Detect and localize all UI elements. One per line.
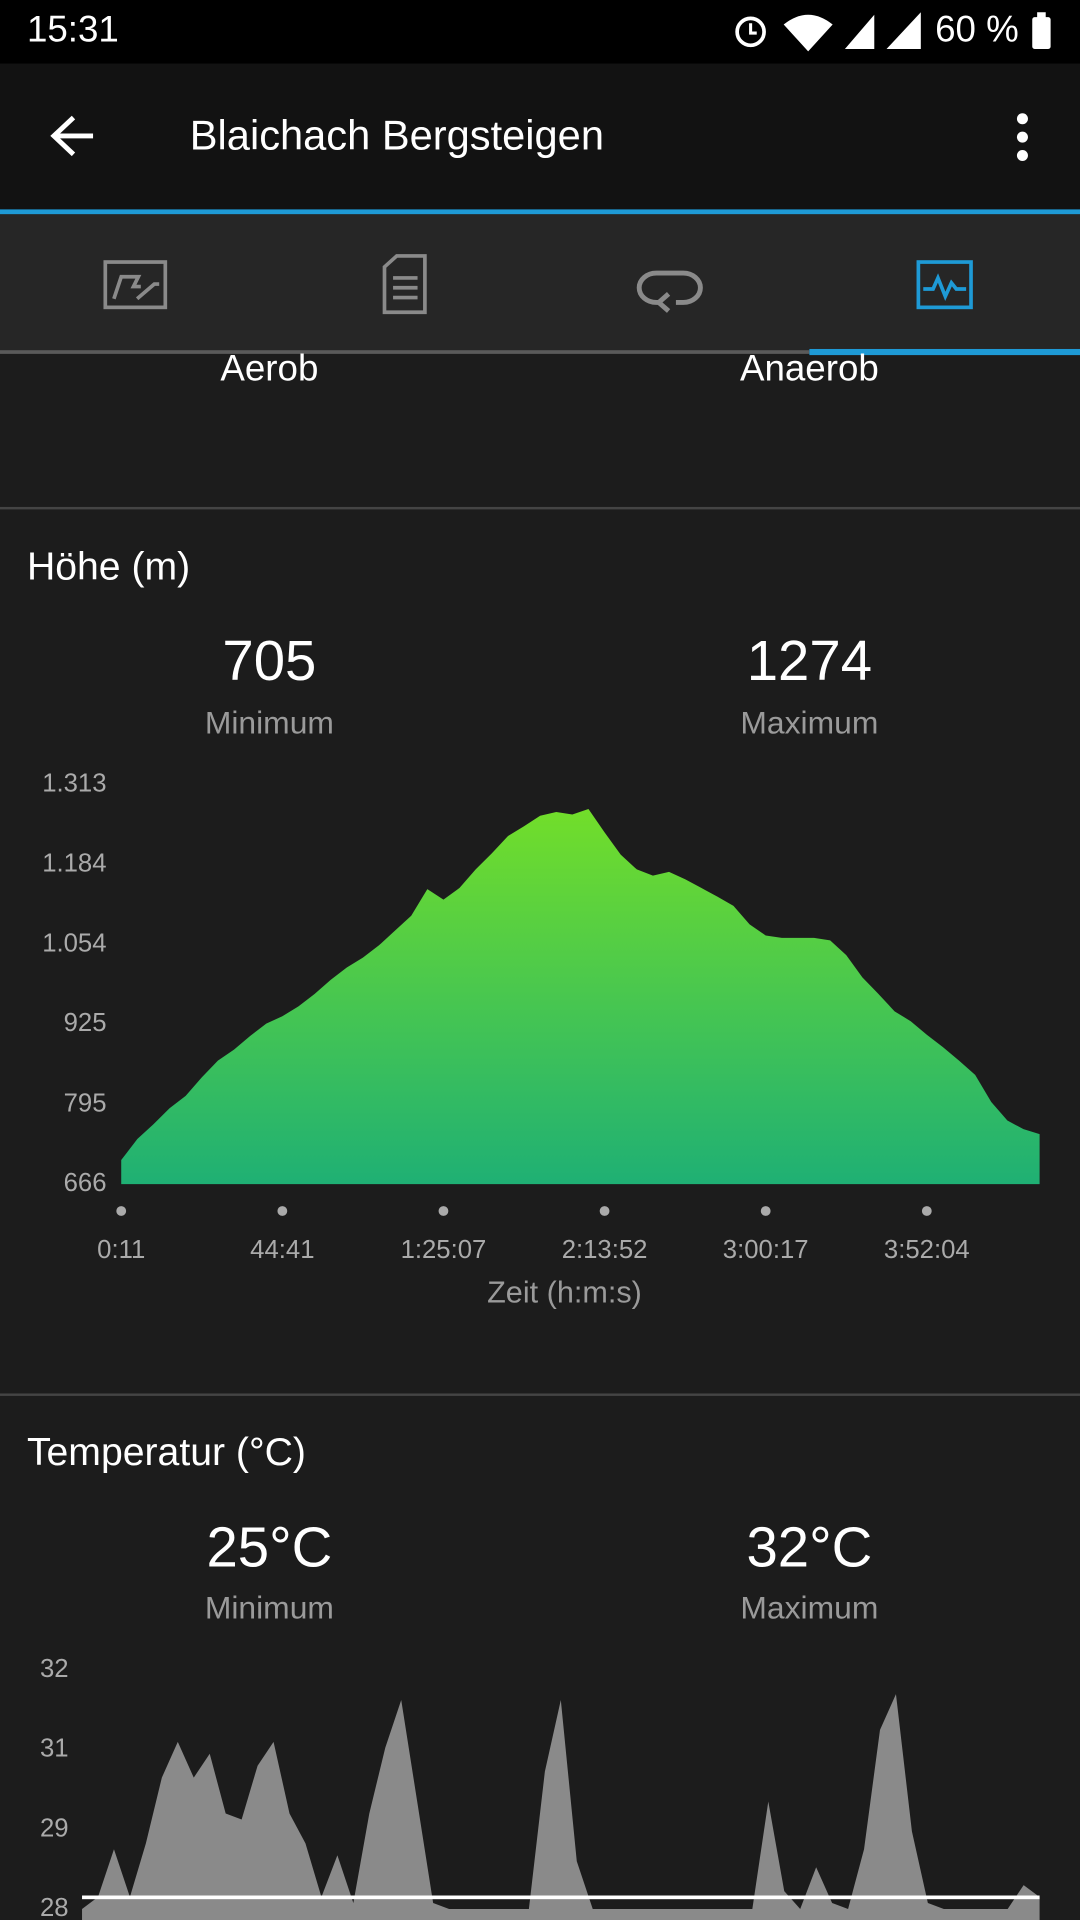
x-tick-dot — [760, 1206, 771, 1216]
y-tick-label: 29 — [40, 1814, 69, 1842]
x-tick-label: 2:13:52 — [562, 1236, 648, 1264]
y-tick-label: 666 — [64, 1169, 107, 1197]
tab-bar — [0, 214, 1080, 352]
x-tick-dot — [438, 1206, 449, 1216]
status-bar — [0, 0, 1080, 64]
y-tick-label: 32 — [40, 1655, 69, 1683]
menu-button[interactable] — [1016, 113, 1028, 162]
divider — [0, 506, 1080, 510]
stat-name: Minimum — [205, 1590, 334, 1626]
y-tick-label: 1.184 — [42, 849, 106, 877]
x-tick-dot — [921, 1206, 932, 1216]
divider — [0, 1393, 1080, 1396]
app-title: Blaichach Bergsteigen — [190, 111, 604, 158]
y-tick-label: 1.054 — [42, 929, 106, 957]
clock: 15:31 — [27, 9, 119, 50]
tab-overview[interactable] — [103, 260, 168, 310]
battery: 60 % — [935, 9, 1019, 50]
tab-charts[interactable] — [916, 260, 973, 310]
section-title: Temperatur (°C) — [27, 1431, 306, 1474]
zone-label: Anaerob — [740, 348, 879, 389]
x-tick-dot — [277, 1206, 288, 1216]
tab-indicator — [809, 348, 1080, 356]
stat-name: Minimum — [205, 704, 334, 740]
app-bar-accent — [0, 209, 1080, 215]
zone-label: Aerob — [220, 348, 318, 389]
tab-details[interactable] — [382, 254, 427, 315]
x-tick-label: 44:41 — [250, 1236, 314, 1264]
area — [82, 1694, 1040, 1920]
stat-name: Maximum — [740, 1590, 878, 1626]
x-tick-label: 3:52:04 — [884, 1236, 970, 1264]
stat-value: 25°C — [206, 1515, 332, 1578]
y-tick-label: 795 — [64, 1089, 107, 1117]
y-tick-label: 925 — [64, 1009, 107, 1037]
temperature-baseline — [82, 1895, 1040, 1900]
stat-name: Maximum — [740, 704, 878, 740]
tab-track — [0, 350, 810, 354]
tab-laps[interactable] — [636, 270, 703, 313]
x-tick-dot — [599, 1206, 610, 1216]
y-tick-label: 31 — [40, 1734, 69, 1762]
stat-value: 32°C — [746, 1515, 872, 1578]
y-tick-label: 1.313 — [42, 770, 106, 798]
section-title: Höhe (m) — [27, 546, 190, 589]
x-tick-label: 1:25:07 — [401, 1236, 487, 1264]
stat-value: 1274 — [747, 629, 872, 692]
x-axis-label: Zeit (h:m:s) — [487, 1275, 642, 1309]
app-bar — [0, 63, 1080, 211]
y-tick-label: 28 — [40, 1894, 69, 1920]
area — [121, 808, 1040, 1185]
back-button[interactable] — [50, 115, 94, 157]
x-tick-label: 0:11 — [97, 1236, 145, 1264]
x-tick-label: 3:00:17 — [723, 1236, 809, 1264]
stat-value: 705 — [222, 629, 316, 692]
x-tick-dot — [116, 1206, 127, 1216]
